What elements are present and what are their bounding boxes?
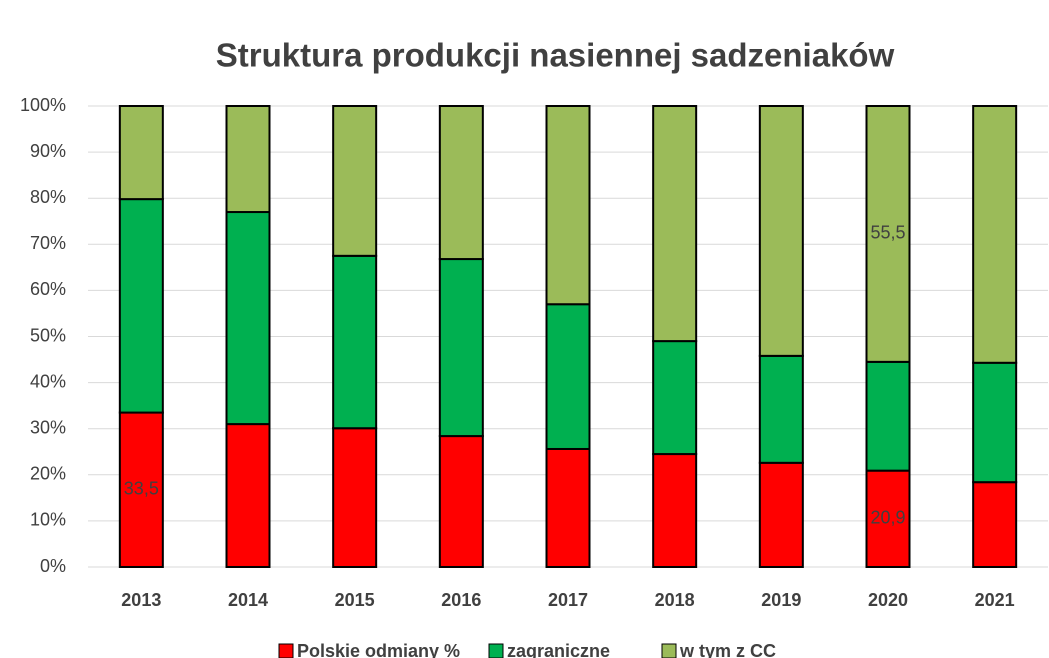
bar-segment: [865, 360, 911, 472]
y-tick-label: 40%: [30, 371, 66, 391]
y-tick-label: 20%: [30, 464, 66, 484]
x-tick-label: 2014: [228, 590, 268, 610]
legend-swatch: [278, 643, 294, 658]
x-tick-label: 2016: [441, 590, 481, 610]
bar-segment: [865, 105, 911, 363]
bar-segment: [652, 453, 698, 568]
bar-segment: [652, 105, 698, 343]
bar-segment: [972, 361, 1018, 484]
bar-segment: [758, 354, 804, 464]
y-tick-label: 0%: [40, 556, 66, 576]
bar-segment: [972, 105, 1018, 364]
bar-segment: [332, 427, 378, 569]
bar-segment: [225, 423, 271, 568]
bar-segment: [438, 105, 484, 261]
legend-label: w tym z CC: [679, 641, 776, 658]
y-tick-label: 100%: [20, 95, 66, 115]
y-tick-label: 30%: [30, 417, 66, 437]
y-tick-label: 90%: [30, 141, 66, 161]
data-label: 55,5: [870, 223, 905, 243]
bar-segment: [758, 105, 804, 357]
legend-label: zagraniczne: [507, 641, 610, 658]
bar-segment: [332, 254, 378, 430]
bar-segment: [438, 258, 484, 438]
y-tick-label: 70%: [30, 233, 66, 253]
bar-segment: [118, 411, 164, 568]
bar-segment: [545, 105, 591, 306]
bar-segment: [972, 481, 1018, 568]
bar-segment: [545, 447, 591, 569]
x-tick-label: 2021: [975, 590, 1015, 610]
legend-swatch: [488, 643, 504, 658]
bar-segment: [758, 461, 804, 568]
bar-segment: [652, 340, 698, 456]
bar-segment: [118, 105, 164, 201]
legend-swatch: [661, 643, 677, 658]
bar-segment: [225, 105, 271, 214]
x-tick-label: 2013: [121, 590, 161, 610]
bar-segment: [118, 198, 164, 414]
data-label: 33,5: [124, 479, 159, 499]
data-label: 20,9: [870, 508, 905, 528]
x-tick-label: 2020: [868, 590, 908, 610]
bar-segment: [225, 211, 271, 426]
y-tick-label: 10%: [30, 510, 66, 530]
x-tick-label: 2015: [335, 590, 375, 610]
y-tick-label: 60%: [30, 279, 66, 299]
legend-label: Polskie odmiany %: [297, 641, 460, 658]
bar-segment: [545, 303, 591, 450]
x-tick-label: 2018: [655, 590, 695, 610]
bar-segment: [332, 105, 378, 257]
x-tick-label: 2019: [761, 590, 801, 610]
chart-title: Struktura produkcji nasiennej sadzeniakó…: [216, 37, 895, 74]
x-tick-label: 2017: [548, 590, 588, 610]
bar-segment: [865, 469, 911, 568]
y-tick-label: 80%: [30, 187, 66, 207]
bar-segment: [438, 435, 484, 568]
y-tick-label: 50%: [30, 325, 66, 345]
